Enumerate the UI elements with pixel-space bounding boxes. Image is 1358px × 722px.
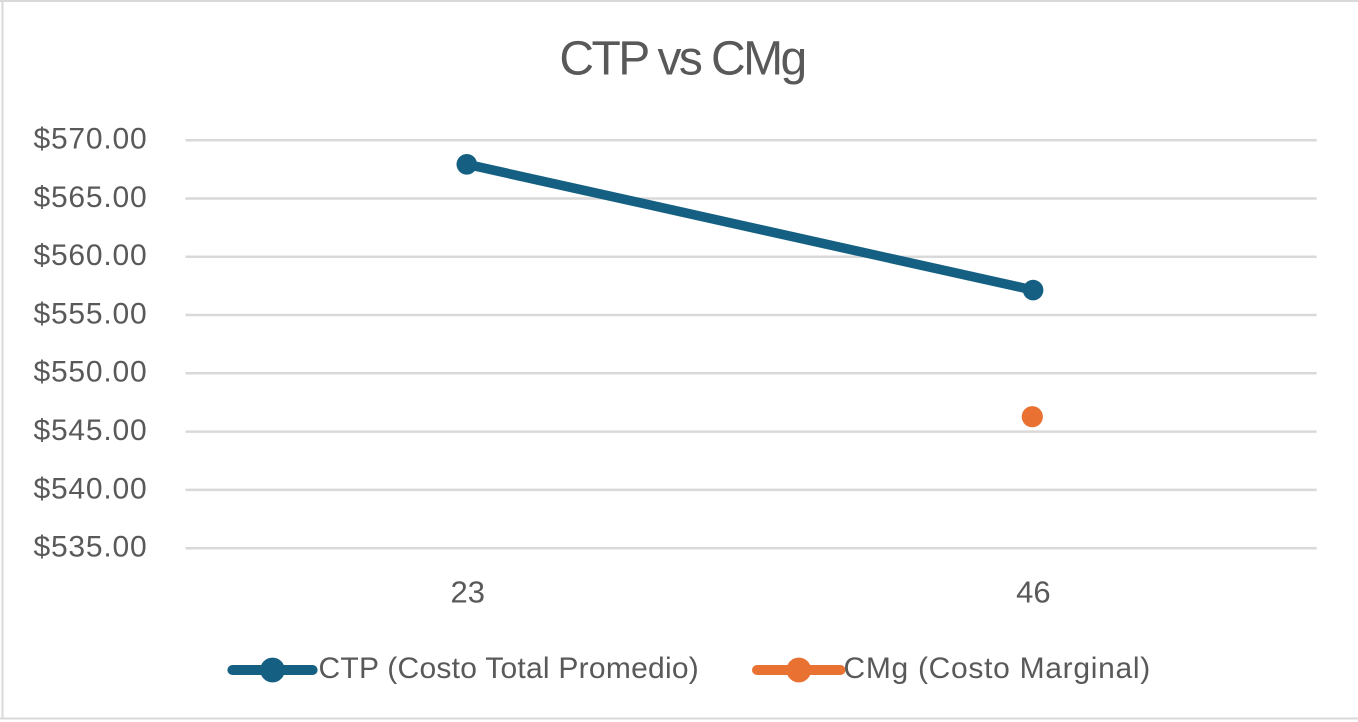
svg-text:$550.00: $550.00 [33,356,147,389]
svg-text:CTP vs CMg: CTP vs CMg [559,33,804,86]
svg-text:$535.00: $535.00 [33,531,147,564]
svg-text:CTP (Costo Total Promedio): CTP (Costo Total Promedio) [319,652,700,685]
svg-text:46: 46 [1016,574,1050,609]
svg-text:$565.00: $565.00 [33,181,147,214]
svg-text:$570.00: $570.00 [33,123,147,156]
svg-text:23: 23 [450,574,484,609]
svg-text:CMg (Costo Marginal): CMg (Costo Marginal) [844,652,1151,685]
svg-text:$555.00: $555.00 [33,297,147,330]
svg-text:$545.00: $545.00 [33,414,147,447]
svg-text:$540.00: $540.00 [33,472,147,505]
svg-text:$560.00: $560.00 [33,239,147,272]
